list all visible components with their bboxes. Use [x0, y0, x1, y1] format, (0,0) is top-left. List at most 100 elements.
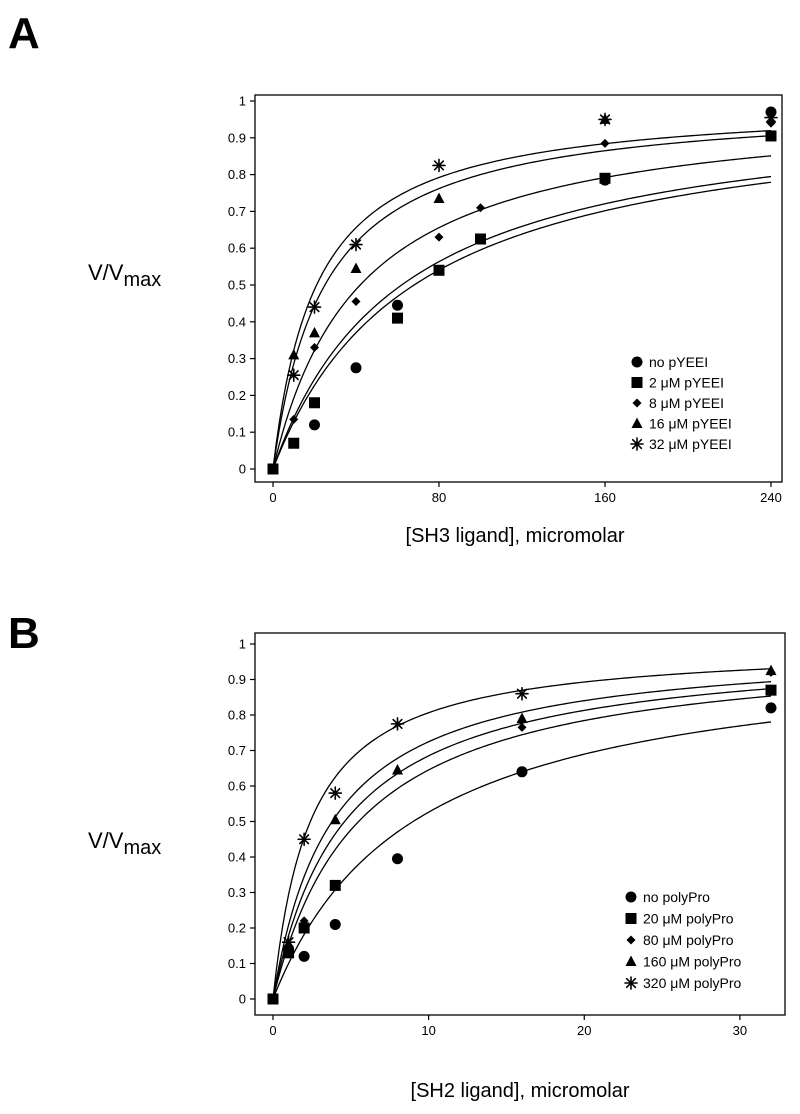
legend-entry: 80 μM polyPro — [643, 932, 734, 948]
x-tick-label: 20 — [577, 1023, 591, 1038]
fit-curve-4 — [272, 681, 772, 1000]
data-point-circle — [309, 419, 320, 431]
legend-entry: 32 μM pYEEI — [649, 436, 732, 452]
x-tick-label: 30 — [733, 1023, 747, 1038]
x-tick-label: 240 — [760, 490, 782, 505]
y-tick-label: 0.2 — [228, 921, 246, 936]
legend-marker-circle — [625, 891, 637, 903]
y-tick-label: 0.4 — [228, 850, 246, 865]
legend-entry: 8 μM pYEEI — [649, 395, 724, 411]
y-axis-label: V/Vmax — [88, 828, 161, 859]
data-point-square — [475, 233, 486, 245]
y-tick-label: 0.9 — [228, 130, 246, 145]
x-tick-label: 0 — [269, 490, 276, 505]
data-point-circle — [329, 918, 341, 930]
data-point-circle — [392, 853, 403, 865]
data-point-square — [433, 264, 445, 276]
data-point-triangle — [329, 813, 341, 825]
data-point-square — [392, 312, 403, 324]
panel-a: 0 0.1 0.2 0.3 0.4 0.5 0.6 0.7 0.8 0.9 1 0 80 160 240 V/… — [88, 94, 783, 547]
x-tick-label: 80 — [432, 490, 446, 505]
legend-entry: no polyPro — [643, 889, 710, 905]
data-point-square — [765, 684, 777, 696]
y-tick-label: 0 — [239, 992, 246, 1007]
panel-label-b: B — [8, 609, 40, 658]
y-tick-label: 0.6 — [228, 241, 246, 256]
data-point-triangle — [433, 192, 445, 204]
data-point-asterisk — [297, 832, 311, 847]
x-axis-label: [SH3 ligand], micromolar — [406, 525, 625, 547]
y-tick-label: 0.3 — [228, 885, 246, 900]
data-point-triangle — [392, 764, 403, 775]
y-tick-label: 0.4 — [228, 314, 246, 329]
data-point-circle — [765, 702, 777, 714]
fit-curve-2 — [272, 175, 772, 470]
y-tick-label: 0 — [239, 462, 246, 477]
data-point-triangle — [350, 262, 362, 273]
y-tick-label: 0.1 — [228, 956, 246, 971]
y-tick-label: 0.7 — [228, 204, 246, 219]
legend-marker-square — [631, 377, 643, 388]
y-tick-label: 1 — [239, 94, 246, 109]
data-point-asterisk — [281, 935, 296, 950]
panel-b: 00.10.20.30.40.50.60.70.80.910 10 20 30V/Vm… — [88, 632, 786, 1102]
data-point-circle — [350, 362, 362, 374]
panel-label-a: A — [8, 9, 40, 58]
legend-marker-square — [625, 913, 637, 924]
legend-entry: no pYEEI — [649, 354, 708, 370]
fit-curve-5 — [272, 129, 772, 470]
data-point-triangle — [309, 326, 320, 338]
data-point-asterisk — [390, 717, 405, 731]
legend-entry: 320 μM polyPro — [643, 975, 742, 991]
legend-marker-asterisk — [624, 976, 638, 990]
data-point-diamond — [434, 232, 444, 242]
y-tick-label: 0.5 — [228, 278, 246, 293]
data-point-asterisk — [598, 112, 612, 127]
fit-curve-2 — [272, 695, 772, 1000]
data-point-diamond — [299, 916, 309, 926]
data-point-square — [765, 130, 777, 142]
y-tick-label: 0.8 — [228, 167, 246, 182]
data-point-asterisk — [349, 237, 363, 252]
y-tick-label: 0.8 — [228, 708, 246, 723]
legend-marker-circle — [631, 356, 643, 368]
data-point-square — [329, 879, 341, 891]
data-point-diamond — [476, 203, 485, 213]
y-tick-label: 0.9 — [228, 672, 246, 687]
y-tick-label: 1 — [239, 637, 246, 652]
plot-frame — [254, 94, 783, 483]
y-tick-label: 0.7 — [228, 743, 246, 758]
data-point-diamond — [351, 297, 361, 307]
data-point-diamond — [289, 414, 299, 424]
y-tick-label: 0.6 — [228, 779, 246, 794]
data-point-triangle — [516, 712, 528, 724]
legend-entry: 20 μM polyPro — [643, 911, 734, 927]
data-point-square — [309, 397, 320, 409]
data-point-asterisk — [432, 158, 446, 173]
data-point-asterisk — [307, 300, 322, 314]
legend-marker-asterisk — [630, 437, 644, 451]
data-point-square — [283, 947, 295, 959]
legend-marker-diamond — [632, 398, 642, 408]
data-point-asterisk — [515, 686, 529, 701]
x-tick-label: 160 — [594, 490, 616, 505]
data-point-diamond — [310, 343, 319, 353]
plot-frame — [254, 632, 786, 1016]
legend-marker-triangle — [625, 955, 637, 966]
data-point-square — [288, 437, 300, 449]
y-axis-label: V/Vmax — [88, 260, 161, 291]
data-point-diamond — [600, 138, 610, 148]
y-tick-label: 0.2 — [228, 388, 246, 403]
data-point-circle — [392, 299, 403, 311]
data-point-square — [599, 172, 611, 184]
legend-entry: 2 μM pYEEI — [649, 375, 724, 391]
data-point-square — [298, 922, 310, 934]
x-tick-label: 0 — [269, 1023, 276, 1038]
x-axis-label: [SH2 ligand], micromolar — [411, 1080, 630, 1102]
data-point-triangle — [765, 664, 777, 676]
data-point-asterisk — [764, 110, 778, 125]
legend-entry: 160 μM polyPro — [643, 954, 742, 970]
data-point-square — [267, 463, 279, 475]
legend-marker-triangle — [631, 417, 643, 428]
